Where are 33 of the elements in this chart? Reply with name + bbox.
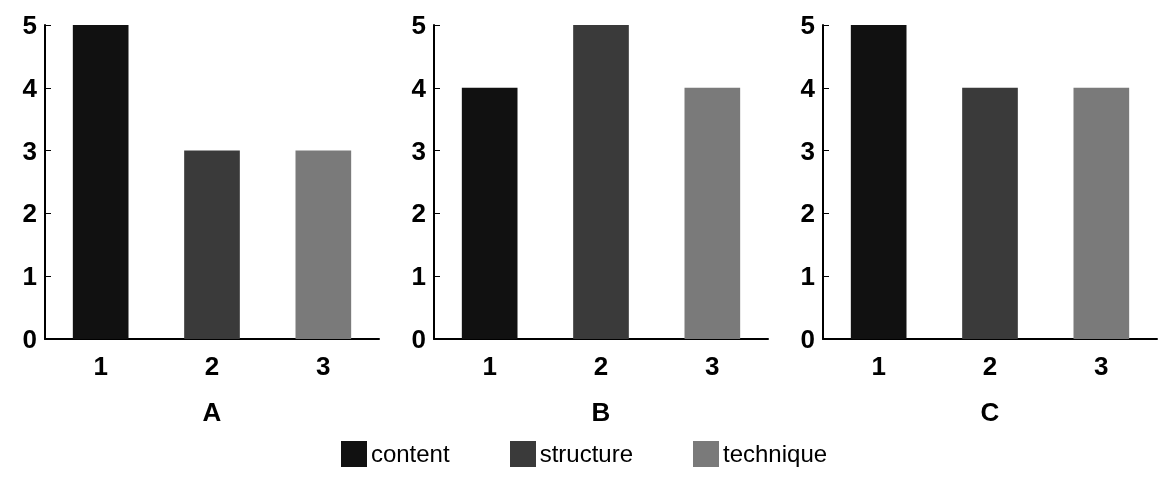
- x-axis-title: A: [202, 397, 222, 427]
- x-tick-label: 3: [705, 351, 720, 381]
- x-tick-label: 3: [316, 351, 331, 381]
- x-tick-label: 2: [593, 351, 609, 381]
- x-axis-title: C: [980, 397, 1000, 427]
- y-tick-label: 1: [800, 261, 815, 292]
- y-tick-label: 0: [411, 324, 426, 354]
- x-axis-title: B: [591, 397, 611, 427]
- x-tick-label: 3: [1094, 351, 1109, 381]
- y-tick-label: 3: [22, 135, 37, 166]
- y-tick-label: 2: [411, 198, 426, 229]
- y-tick-label: 0: [800, 324, 815, 354]
- y-tick-label: 3: [800, 135, 815, 166]
- legend-label: technique: [723, 440, 828, 468]
- y-tick-label: 4: [22, 72, 38, 103]
- x-tick-label: 2: [204, 351, 220, 381]
- legend-label: content: [370, 440, 450, 468]
- y-tick-label: 2: [22, 198, 37, 229]
- y-tick-label: 4: [411, 72, 427, 103]
- y-tick-label: 1: [22, 261, 37, 292]
- y-tick-label: 5: [800, 10, 815, 40]
- x-tick-label: 1: [871, 351, 886, 381]
- y-tick-label: 5: [411, 10, 426, 40]
- legend-label: structure: [539, 440, 633, 468]
- y-tick-label: 2: [800, 198, 815, 229]
- y-tick-label: 1: [411, 261, 426, 292]
- y-tick-label: 0: [22, 324, 37, 354]
- y-tick-label: 4: [800, 72, 816, 103]
- x-tick-label: 1: [482, 351, 497, 381]
- y-tick-label: 3: [411, 135, 426, 166]
- x-tick-label: 2: [982, 351, 998, 381]
- x-tick-label: 1: [93, 351, 108, 381]
- y-tick-label: 5: [22, 10, 37, 40]
